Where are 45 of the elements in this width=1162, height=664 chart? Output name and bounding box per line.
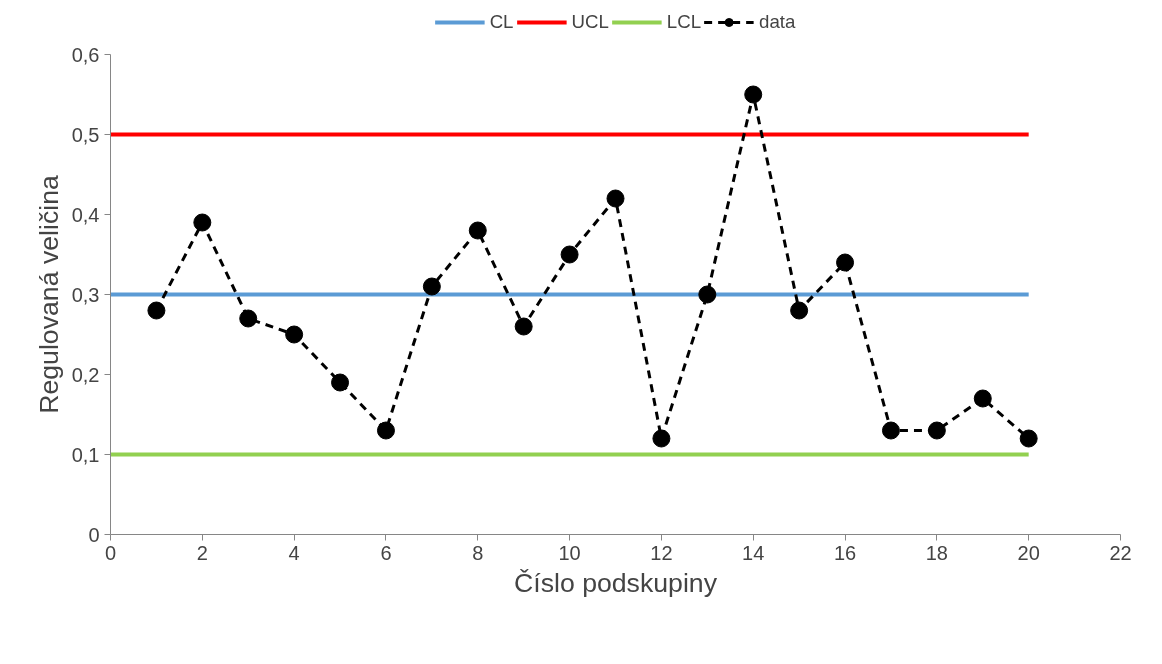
x-tick-label: 12 — [650, 541, 673, 564]
x-tick-label: 0 — [104, 541, 117, 564]
point — [285, 325, 304, 344]
y-tick-label: 0,3 — [71, 283, 100, 306]
point — [147, 301, 166, 320]
x-tick-label: 22 — [1109, 541, 1132, 564]
x-tick-label: 14 — [742, 541, 765, 564]
x-tick-label: 10 — [558, 541, 581, 564]
x-tick-label: 6 — [380, 541, 392, 564]
point — [422, 277, 441, 296]
point — [606, 189, 625, 208]
point — [836, 253, 855, 272]
y-tick-label: 0,4 — [71, 203, 100, 226]
point — [973, 389, 992, 408]
point — [468, 221, 487, 240]
point — [652, 429, 671, 448]
legend-label: data — [759, 11, 796, 33]
x-tick-label: 16 — [833, 541, 857, 564]
point — [239, 309, 258, 328]
point — [514, 317, 533, 336]
y-axis-title: Regulovaná veličina — [33, 175, 64, 414]
x-axis-title: Číslo podskupiny — [514, 567, 718, 598]
point — [331, 373, 350, 392]
legend-label: CL — [489, 11, 514, 33]
point — [927, 421, 946, 440]
legend-label: LCL — [666, 11, 702, 33]
point — [193, 213, 212, 232]
y-tick-label: 0 — [88, 523, 100, 546]
x-tick-label: 18 — [925, 541, 948, 564]
x-tick-label: 20 — [1017, 541, 1040, 564]
x-tick-label: 4 — [288, 541, 300, 564]
point — [376, 421, 395, 440]
y-tick-label: 0,2 — [71, 363, 100, 386]
y-tick-label: 0,5 — [71, 123, 100, 146]
x-tick-label: 2 — [196, 541, 208, 564]
y-tick-label: 0,6 — [71, 43, 100, 66]
point — [881, 421, 900, 440]
point — [560, 245, 579, 264]
point — [1019, 429, 1038, 448]
point — [790, 301, 809, 320]
point — [744, 85, 763, 104]
point — [698, 285, 717, 304]
legend-label: UCL — [571, 11, 609, 33]
x-tick-label: 8 — [472, 541, 484, 564]
y-tick-label: 0,1 — [71, 443, 100, 466]
